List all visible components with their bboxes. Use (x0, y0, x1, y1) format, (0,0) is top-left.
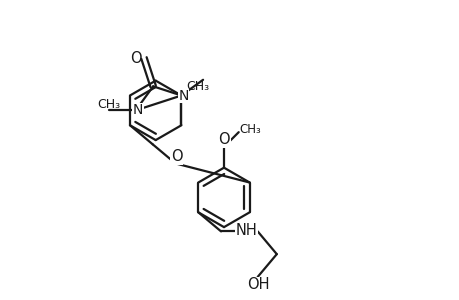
Text: CH₃: CH₃ (239, 123, 261, 136)
Text: N: N (178, 88, 188, 103)
Text: CH₃: CH₃ (97, 98, 120, 111)
Text: OH: OH (247, 277, 269, 292)
Text: N: N (132, 103, 143, 117)
Text: O: O (218, 132, 230, 147)
Text: CH₃: CH₃ (186, 80, 209, 93)
Text: O: O (170, 149, 182, 164)
Text: O: O (130, 51, 141, 66)
Text: NH: NH (235, 223, 257, 238)
